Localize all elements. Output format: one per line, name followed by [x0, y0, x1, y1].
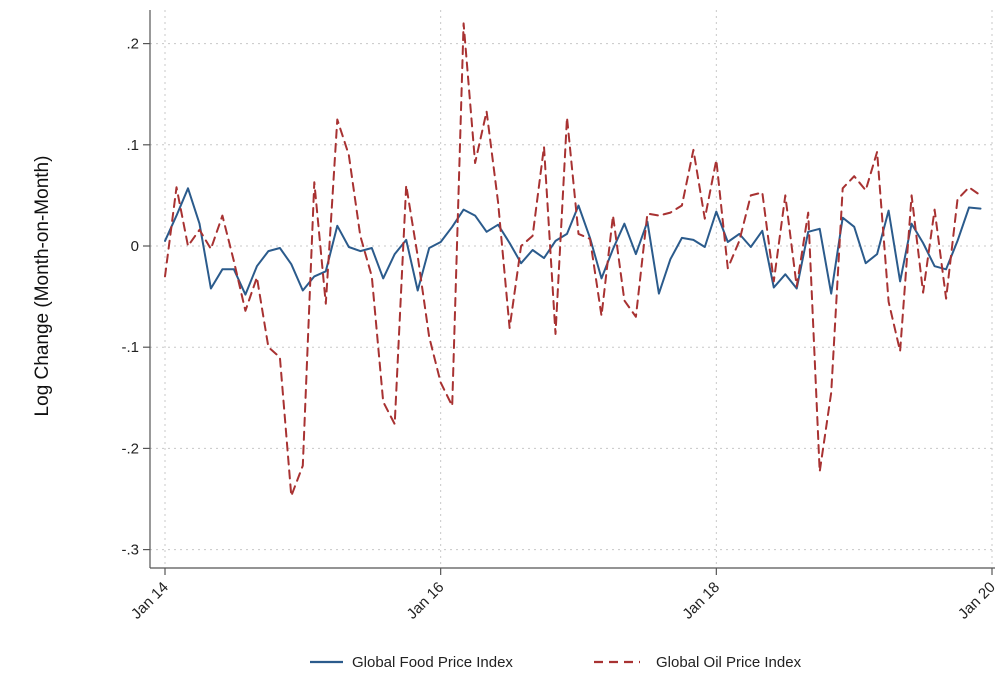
y-axis-title: Log Change (Month-on-Month)	[32, 156, 53, 417]
series-lines	[164, 22, 982, 497]
legend-label-oil: Global Oil Price Index	[656, 654, 802, 671]
x-tick-label: Jan 18	[679, 579, 723, 623]
y-tick-label: .2	[126, 36, 139, 53]
grid-lines	[150, 10, 995, 568]
y-tick-label: -.2	[121, 440, 139, 457]
x-ticks: Jan 14 Jan 16 Jan 18 Jan 20	[128, 568, 997, 623]
axes	[149, 10, 995, 569]
y-tick-label: 0	[131, 238, 139, 255]
y-ticks: .2 .1 0 -.1 -.2 -.3	[121, 36, 150, 559]
x-tick-label: Jan 20	[955, 579, 997, 623]
y-tick-label: -.3	[121, 542, 139, 559]
legend-label-food: Global Food Price Index	[352, 654, 513, 671]
food-price-series-line	[164, 187, 982, 296]
x-tick-label: Jan 14	[128, 579, 172, 623]
oil-price-series-line	[164, 22, 982, 497]
legend: Global Food Price Index Global Oil Price…	[310, 654, 802, 671]
x-tick-label: Jan 16	[404, 579, 448, 623]
y-tick-label: -.1	[121, 339, 139, 356]
y-tick-label: .1	[126, 137, 139, 154]
